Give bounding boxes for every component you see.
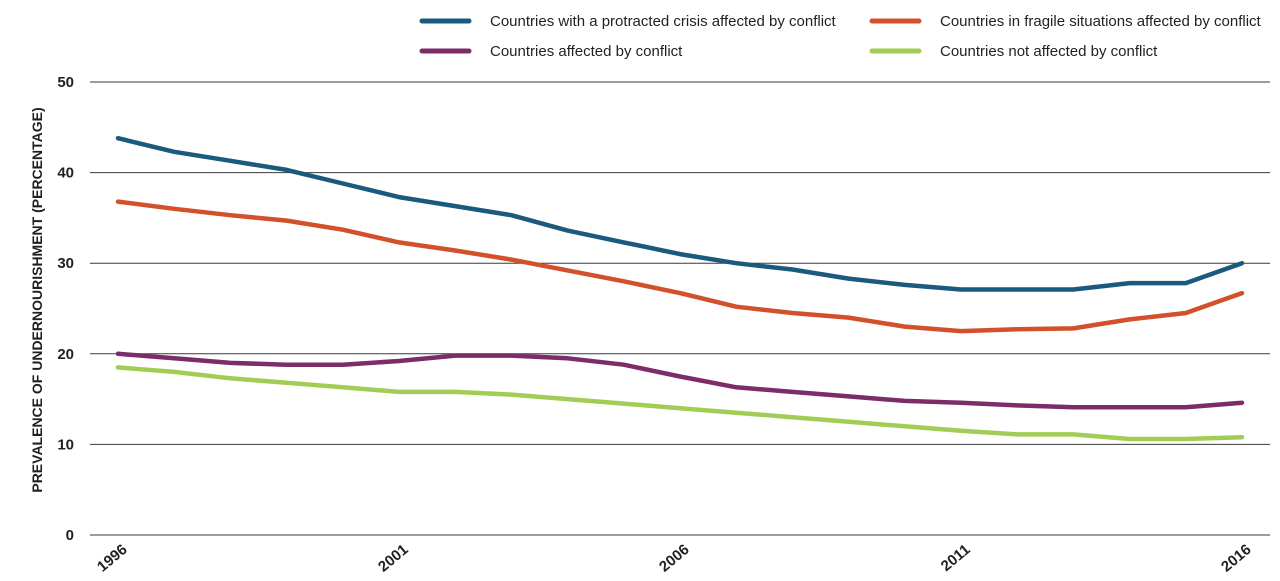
y-tick-label: 40: [57, 165, 74, 182]
y-axis-title: PREVALENCE OF UNDERNOURISHMENT (PERCENTA…: [29, 107, 45, 492]
y-tick-label: 20: [57, 346, 74, 363]
series-line-1: [115, 135, 1245, 292]
y-tick-label: 30: [57, 255, 74, 272]
legend-item: Countries not affected by conflict: [869, 43, 1158, 60]
series-line-2: [115, 199, 1245, 334]
legend-label: Countries with a protracted crisis affec…: [490, 13, 837, 30]
legend-item: Countries with a protracted crisis affec…: [419, 13, 837, 30]
legend-label: Countries in fragile situations affected…: [940, 13, 1262, 30]
legend-item: Countries affected by conflict: [419, 43, 683, 60]
x-tick-label: 2016: [1218, 541, 1254, 575]
legend: Countries with a protracted crisis affec…: [419, 13, 1262, 60]
y-tick-label: 10: [57, 436, 74, 453]
legend-label: Countries affected by conflict: [490, 43, 683, 60]
series-lines: [115, 135, 1245, 442]
legend-label: Countries not affected by conflict: [940, 43, 1158, 60]
x-tick-label: 2011: [938, 541, 974, 575]
x-tick-label: 2001: [375, 541, 411, 575]
y-tick-label: 50: [57, 74, 74, 91]
y-axis-ticks: 0 10 20 30 40 50: [57, 74, 74, 544]
x-tick-label: 2006: [656, 541, 692, 575]
series-line-3: [115, 351, 1245, 410]
x-tick-label: 1996: [94, 541, 130, 575]
x-axis-ticks: 1996 2001 2006 2011 2016: [94, 541, 1254, 575]
series-line-4: [115, 365, 1245, 442]
gridlines: [90, 81, 1270, 536]
y-tick-label: 0: [66, 527, 74, 544]
legend-item: Countries in fragile situations affected…: [869, 13, 1262, 30]
